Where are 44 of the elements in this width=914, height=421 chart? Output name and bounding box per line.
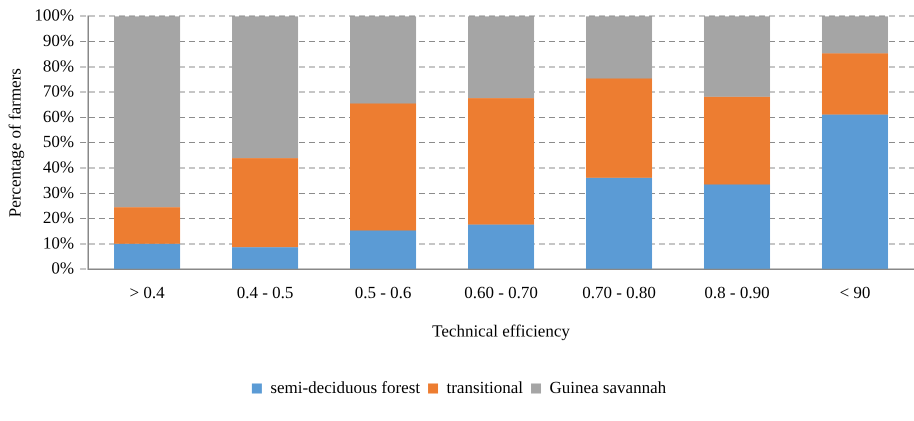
y-tick-label: 20% — [42, 208, 74, 228]
y-tick-label: 40% — [42, 157, 74, 176]
bar — [350, 103, 416, 230]
bar — [232, 16, 298, 158]
bar — [114, 207, 180, 244]
bar — [232, 158, 298, 248]
bar — [114, 244, 180, 269]
y-tick-label: 10% — [42, 233, 74, 252]
y-axis-title: Percentage of farmers — [6, 68, 25, 218]
x-tick-label: 0.60 - 0.70 — [464, 282, 538, 302]
x-tick-label: 0.5 - 0.6 — [354, 282, 412, 302]
x-tick-label: < 90 — [840, 282, 870, 302]
y-tick-label: 60% — [42, 106, 74, 126]
bar — [704, 16, 770, 97]
bar — [232, 247, 298, 269]
bar — [822, 114, 888, 269]
bar — [586, 78, 652, 178]
bar — [822, 16, 888, 54]
x-tick-label: > 0.4 — [130, 282, 166, 302]
y-tick-label: 90% — [42, 30, 74, 50]
bar — [114, 16, 180, 208]
legend-label: Guinea savannah — [550, 378, 667, 397]
bar — [350, 16, 416, 104]
y-tick-label: 50% — [42, 132, 74, 152]
legend-label: transitional — [446, 378, 524, 397]
x-tick-label: 0.8 - 0.90 — [704, 282, 770, 302]
legend-label: semi-deciduous forest — [270, 378, 420, 397]
bar — [822, 53, 888, 115]
bar — [468, 16, 534, 98]
x-tick-label: 0.70 - 0.80 — [582, 282, 656, 302]
bar — [468, 224, 534, 269]
y-tick-label: 80% — [42, 56, 74, 76]
bar — [586, 16, 652, 78]
bar — [468, 98, 534, 225]
bar — [350, 230, 416, 269]
x-tick-label: 0.4 - 0.5 — [236, 282, 294, 302]
bar — [704, 184, 770, 269]
y-tick-label: 30% — [42, 182, 74, 202]
y-tick-label: 100% — [34, 6, 74, 25]
y-tick-label: 70% — [42, 82, 74, 101]
bar — [704, 96, 770, 184]
bar — [586, 178, 652, 269]
y-tick-label: 0% — [51, 258, 74, 278]
x-axis-title: Technical efficiency — [432, 321, 570, 340]
